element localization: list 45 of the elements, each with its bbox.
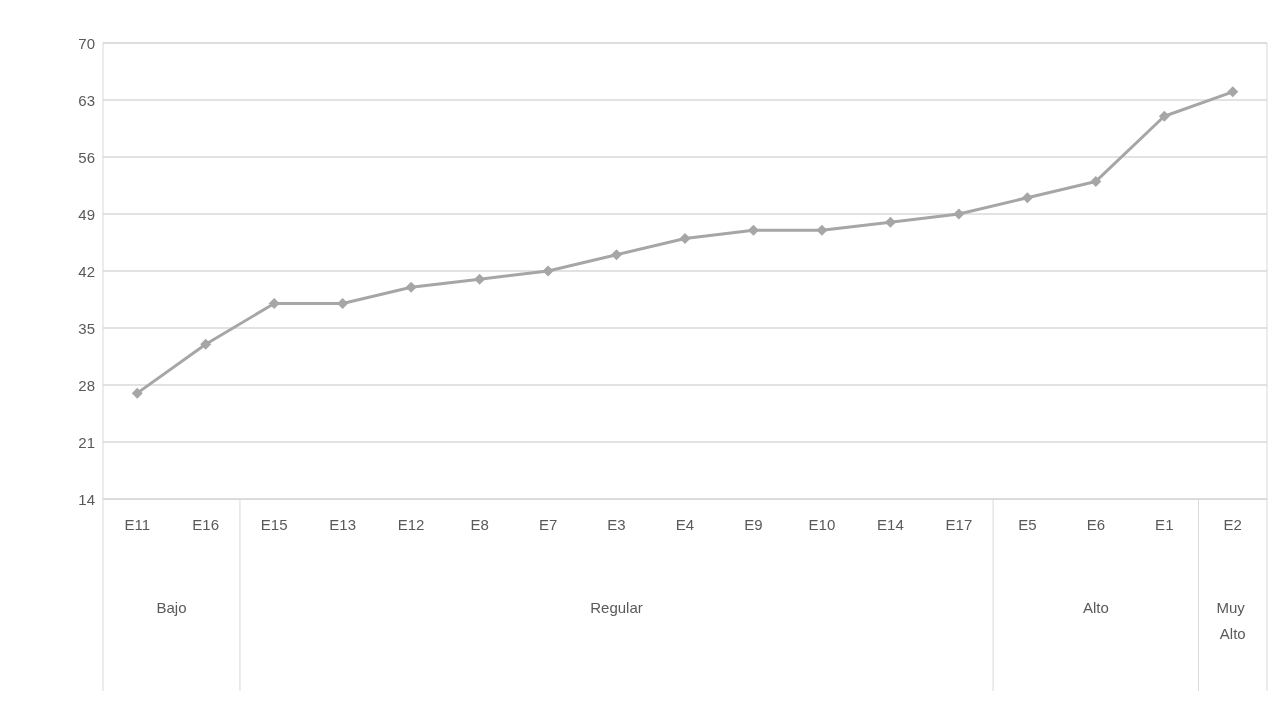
y-tick-label: 63 — [78, 91, 95, 109]
text: Alto — [1082, 598, 1109, 616]
x-tick-label: E4 — [675, 516, 695, 533]
point — [337, 298, 349, 310]
x-tick-label: E12 — [397, 516, 425, 533]
x-tick-label: E1 — [1155, 516, 1174, 533]
y-tick-label: 14 — [78, 490, 95, 508]
y-tick-label: 35 — [78, 319, 95, 337]
x-tick-label: E15 — [260, 516, 288, 533]
point — [131, 387, 143, 399]
x-tick-label: E17 — [945, 516, 973, 533]
x-tick-label: E7 — [538, 516, 558, 533]
x-tick-label: E13 — [329, 516, 356, 533]
x-tick-label: E14 — [877, 516, 904, 533]
point — [200, 338, 212, 350]
y-tick-label: 42 — [78, 262, 95, 280]
text: Bajo — [156, 598, 187, 616]
x-tick-label: E10 — [808, 516, 836, 533]
point — [747, 224, 759, 236]
point — [1021, 192, 1033, 204]
point — [1227, 86, 1239, 98]
x-tick-label: E2 — [1223, 516, 1242, 533]
x-tick-label: E16 — [192, 516, 220, 533]
point — [953, 208, 965, 220]
y-tick-label: 70 — [78, 34, 95, 52]
x-tick-label: E8 — [470, 516, 489, 533]
point — [405, 281, 417, 293]
x-tick-label: E9 — [744, 516, 763, 533]
point — [611, 249, 623, 261]
y-tick-label: 49 — [78, 205, 95, 223]
y-tick-label: 28 — [78, 376, 95, 394]
point — [884, 216, 896, 228]
point — [1158, 110, 1170, 122]
x-tick-label: E11 — [124, 516, 151, 533]
text: Regular — [590, 598, 643, 616]
y-tick-label: 56 — [78, 148, 95, 166]
x-tick-label: E3 — [607, 516, 626, 533]
text: Muy Alto — [1216, 598, 1250, 642]
point — [816, 224, 828, 236]
point — [542, 265, 554, 277]
point — [1090, 175, 1102, 187]
y-tick-label: 21 — [78, 433, 95, 451]
x-tick-label: E6 — [1086, 516, 1105, 533]
x-tick-label: E5 — [1018, 516, 1037, 533]
point — [679, 232, 691, 244]
